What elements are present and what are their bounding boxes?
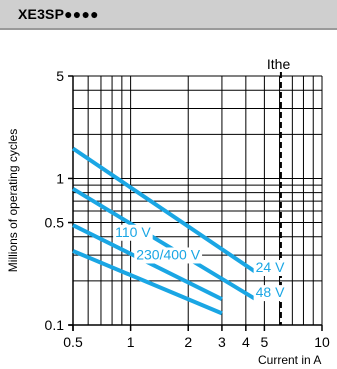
series-label-bg [253,259,287,276]
series-label-bg [134,247,203,264]
series-label: 24 V [256,259,285,275]
y-axis-title: Millions of operating cycles [6,129,20,272]
y-tick-label: 0.1 [45,317,65,333]
header-bar: XE3SP●●●● [0,0,337,30]
ithe-label: Ithe [267,56,291,72]
x-tick-label: 10 [314,334,330,350]
series-label: 110 V [115,224,151,240]
y-tick-label: 0.5 [45,215,65,231]
tick-labels: 0.5 1 2 3 4 5 100.10.515 [45,68,330,350]
series-label-bg [253,285,287,302]
x-tick-label: 5 [260,334,268,350]
series-line-48-v [71,187,257,301]
x-tick-label: 1 [127,334,135,350]
y-tick-label: 1 [56,170,64,186]
series-line-24-v [71,146,257,274]
series-label: 48 V [256,284,285,300]
ithe-reference: Ithe [267,56,291,325]
series-label: 230/400 V [136,246,200,262]
x-tick-label: 4 [242,334,250,350]
series-label-bg [113,224,153,241]
x-axis-title: Current in A [258,353,321,367]
product-title: XE3SP●●●● [18,6,99,22]
series-labels: 110 V 230/400 V 24 V 48 V [113,224,287,302]
series-line-230-400-v [72,249,223,316]
x-tick-label: 0.5 [63,334,83,350]
x-tick-label: 2 [184,334,192,350]
x-tick-label: 3 [218,334,226,350]
y-tick-label: 5 [56,68,64,84]
series-lines [71,146,257,316]
